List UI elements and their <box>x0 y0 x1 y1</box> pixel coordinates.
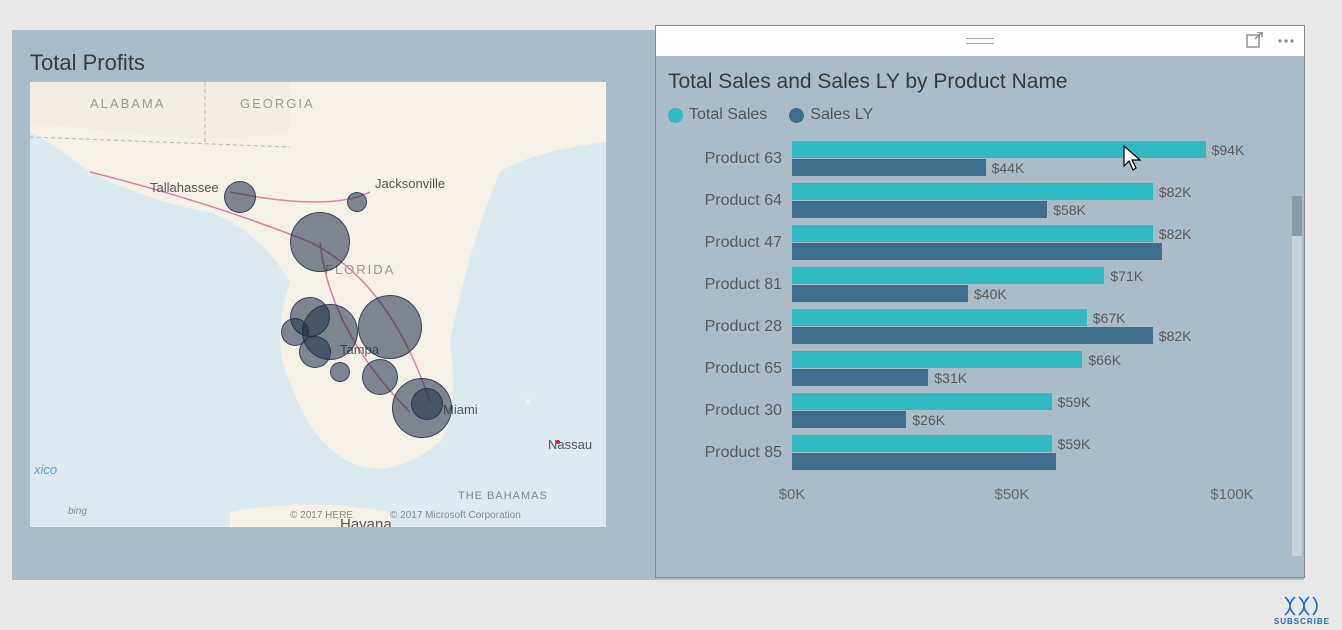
ms-attribution: © 2017 Microsoft Corporation <box>390 510 521 521</box>
dna-icon <box>1283 595 1321 617</box>
bar-sales-ly[interactable]: $40K <box>792 285 968 302</box>
bar-category-label: Product 81 <box>668 276 792 294</box>
bar-row[interactable]: Product 47$82K <box>668 222 1292 264</box>
bar-row[interactable]: Product 63$94K$44K <box>668 138 1292 180</box>
chart-header <box>656 26 1304 56</box>
chart-legend: Total Sales Sales LY <box>668 106 1292 124</box>
bar-pair: $94K$44K <box>792 139 1292 179</box>
bar-row[interactable]: Product 65$66K$31K <box>668 348 1292 390</box>
legend-label: Total Sales <box>689 106 767 124</box>
bar-row[interactable]: Product 81$71K$40K <box>668 264 1292 306</box>
map-bubble[interactable] <box>347 192 367 212</box>
x-axis-tick: $0K <box>779 486 806 503</box>
bar-value-label: $59K <box>1058 436 1091 452</box>
bar-chart-area[interactable]: Product 63$94K$44KProduct 64$82K$58KProd… <box>668 138 1292 478</box>
drag-handle-icon[interactable] <box>966 38 994 44</box>
scrollbar-thumb[interactable] <box>1292 196 1302 236</box>
x-axis-tick: $100K <box>1210 486 1253 503</box>
bar-row[interactable]: Product 64$82K$58K <box>668 180 1292 222</box>
state-label: ALABAMA <box>90 96 165 111</box>
bar-sales-ly[interactable] <box>792 453 1056 470</box>
bar-total-sales[interactable]: $66K <box>792 351 1082 368</box>
state-label: GEORGIA <box>240 96 315 111</box>
bar-pair: $67K$82K <box>792 307 1292 347</box>
bar-sales-ly[interactable]: $82K <box>792 327 1153 344</box>
water-label: xico <box>34 462 57 477</box>
region-label: THE BAHAMAS <box>458 490 548 502</box>
city-label: Nassau <box>548 437 592 452</box>
bar-pair: $59K <box>792 433 1292 473</box>
bar-category-label: Product 64 <box>668 192 792 210</box>
bar-value-label: $40K <box>974 286 1007 302</box>
x-axis-tick: $50K <box>994 486 1029 503</box>
city-label: Tallahassee <box>150 180 219 195</box>
bar-category-label: Product 63 <box>668 150 792 168</box>
bar-value-label: $44K <box>992 160 1025 176</box>
map-bubble[interactable] <box>299 336 331 368</box>
legend-swatch <box>789 108 804 123</box>
bar-category-label: Product 85 <box>668 444 792 462</box>
bar-sales-ly[interactable] <box>792 243 1162 260</box>
bar-category-label: Product 65 <box>668 360 792 378</box>
bar-row[interactable]: Product 30$59K$26K <box>668 390 1292 432</box>
map-title: Total Profits <box>30 50 604 76</box>
chart-title: Total Sales and Sales LY by Product Name <box>668 70 1292 94</box>
map-bubble[interactable] <box>411 388 443 420</box>
subscribe-watermark: SUBSCRIBE <box>1274 595 1330 626</box>
map-bubble[interactable] <box>358 295 422 359</box>
bar-row[interactable]: Product 28$67K$82K <box>668 306 1292 348</box>
here-attribution: © 2017 HERE <box>290 510 353 521</box>
map-visual[interactable]: ALABAMA GEORGIA FLORIDA Tallahassee Jack… <box>30 82 606 527</box>
more-options-icon[interactable] <box>1276 32 1296 50</box>
bar-value-label: $59K <box>1058 394 1091 410</box>
bar-total-sales[interactable]: $82K <box>792 183 1153 200</box>
bar-pair: $59K$26K <box>792 391 1292 431</box>
bar-category-label: Product 30 <box>668 402 792 420</box>
bar-pair: $82K$58K <box>792 181 1292 221</box>
legend-label: Sales LY <box>810 106 873 124</box>
bar-value-label: $31K <box>934 370 967 386</box>
bar-value-label: $82K <box>1159 328 1192 344</box>
bar-value-label: $82K <box>1159 184 1192 200</box>
bar-sales-ly[interactable]: $31K <box>792 369 928 386</box>
bar-value-label: $82K <box>1159 226 1192 242</box>
x-axis: $0K$50K$100K <box>792 486 1292 506</box>
map-bubble[interactable] <box>362 359 398 395</box>
city-label: Jacksonville <box>375 176 445 191</box>
bar-value-label: $71K <box>1110 268 1143 284</box>
legend-swatch <box>668 108 683 123</box>
map-panel: Total Profits ALABAMA <box>12 30 612 580</box>
legend-item-sales-ly[interactable]: Sales LY <box>789 106 873 124</box>
bar-category-label: Product 47 <box>668 234 792 252</box>
chart-body: Total Sales and Sales LY by Product Name… <box>656 56 1304 577</box>
bar-category-label: Product 28 <box>668 318 792 336</box>
bar-sales-ly[interactable]: $44K <box>792 159 986 176</box>
bar-sales-ly[interactable]: $26K <box>792 411 906 428</box>
bing-logo: bing <box>68 506 87 517</box>
map-bubble[interactable] <box>224 181 256 213</box>
bar-pair: $71K$40K <box>792 265 1292 305</box>
bar-value-label: $26K <box>912 412 945 428</box>
bar-total-sales[interactable]: $94K <box>792 141 1206 158</box>
bar-total-sales[interactable]: $59K <box>792 435 1052 452</box>
map-bubble[interactable] <box>330 362 350 382</box>
bar-value-label: $67K <box>1093 310 1126 326</box>
bar-pair: $82K <box>792 223 1292 263</box>
bar-value-label: $66K <box>1088 352 1121 368</box>
focus-mode-icon[interactable] <box>1246 32 1264 50</box>
scrollbar[interactable] <box>1292 196 1302 556</box>
bar-total-sales[interactable]: $59K <box>792 393 1052 410</box>
chart-panel[interactable]: Total Sales and Sales LY by Product Name… <box>655 25 1305 578</box>
bar-value-label: $94K <box>1212 142 1245 158</box>
legend-item-total-sales[interactable]: Total Sales <box>668 106 767 124</box>
bar-total-sales[interactable]: $71K <box>792 267 1104 284</box>
bar-total-sales[interactable]: $67K <box>792 309 1087 326</box>
bar-total-sales[interactable]: $82K <box>792 225 1153 242</box>
bar-value-label: $58K <box>1053 202 1086 218</box>
map-bubble[interactable] <box>290 212 350 272</box>
bar-row[interactable]: Product 85$59K <box>668 432 1292 474</box>
subscribe-label: SUBSCRIBE <box>1274 617 1330 626</box>
bar-sales-ly[interactable]: $58K <box>792 201 1047 218</box>
bar-pair: $66K$31K <box>792 349 1292 389</box>
